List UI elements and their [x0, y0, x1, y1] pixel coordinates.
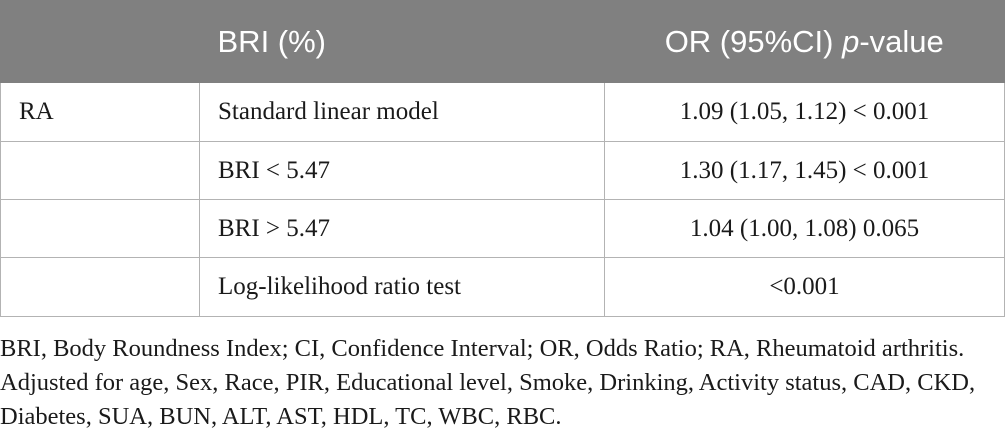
table-row: RA Standard linear model 1.09 (1.05, 1.1…: [0, 82, 1005, 142]
table-body: RA Standard linear model 1.09 (1.05, 1.1…: [0, 82, 1005, 317]
header-bri: BRI (%): [199, 0, 605, 83]
table-row: Log-likelihood ratio test <0.001: [0, 257, 1005, 317]
cell-or: 1.09 (1.05, 1.12) < 0.001: [604, 82, 1005, 142]
header-group: [0, 0, 200, 83]
cell-model: BRI > 5.47: [199, 199, 605, 258]
table-footnote: BRI, Body Roundness Index; CI, Confidenc…: [0, 335, 976, 430]
header-row: BRI (%) OR (95%CI) p-value: [0, 0, 1005, 83]
cell-group: [0, 141, 200, 200]
cell-or: 1.04 (1.00, 1.08) 0.065: [604, 199, 1005, 258]
cell-group: RA: [0, 82, 200, 142]
cell-model: Log-likelihood ratio test: [199, 257, 605, 317]
cell-or: <0.001: [604, 257, 1005, 317]
cell-model: BRI < 5.47: [199, 141, 605, 200]
document: BRI (%) OR (95%CI) p-value RA Standard l…: [0, 0, 1005, 430]
cell-group: [0, 199, 200, 258]
header-or: OR (95%CI) p-value: [604, 0, 1005, 83]
results-table: BRI (%) OR (95%CI) p-value RA Standard l…: [0, 0, 1005, 317]
table-row: BRI > 5.47 1.04 (1.00, 1.08) 0.065: [0, 199, 1005, 258]
cell-model: Standard linear model: [199, 82, 605, 142]
table-row: BRI < 5.47 1.30 (1.17, 1.45) < 0.001: [0, 141, 1005, 200]
header-or-suffix: -value: [859, 23, 944, 59]
cell-group: [0, 257, 200, 317]
header-or-prefix: OR (95%CI): [664, 23, 843, 59]
cell-or: 1.30 (1.17, 1.45) < 0.001: [604, 141, 1005, 200]
header-or-p: p: [842, 23, 860, 59]
table-header: BRI (%) OR (95%CI) p-value: [0, 0, 1005, 83]
